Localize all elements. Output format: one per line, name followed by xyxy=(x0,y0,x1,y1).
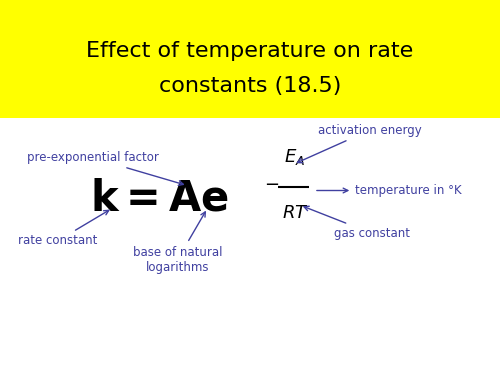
Text: temperature in °K: temperature in °K xyxy=(317,184,462,197)
Text: $-$: $-$ xyxy=(264,174,279,192)
Text: Effect of temperature on rate: Effect of temperature on rate xyxy=(86,40,413,61)
Text: pre-exponential factor: pre-exponential factor xyxy=(26,151,184,185)
Text: gas constant: gas constant xyxy=(304,206,410,240)
Text: $RT$: $RT$ xyxy=(282,204,308,222)
Text: activation energy: activation energy xyxy=(298,124,421,163)
Text: rate constant: rate constant xyxy=(18,210,109,248)
Text: $E_A$: $E_A$ xyxy=(284,147,306,167)
Text: $\mathbf{k = Ae}$: $\mathbf{k = Ae}$ xyxy=(90,178,229,220)
Bar xyxy=(0,0,500,118)
Text: constants (18.5): constants (18.5) xyxy=(159,76,341,96)
Text: base of natural
logarithms: base of natural logarithms xyxy=(133,212,222,274)
